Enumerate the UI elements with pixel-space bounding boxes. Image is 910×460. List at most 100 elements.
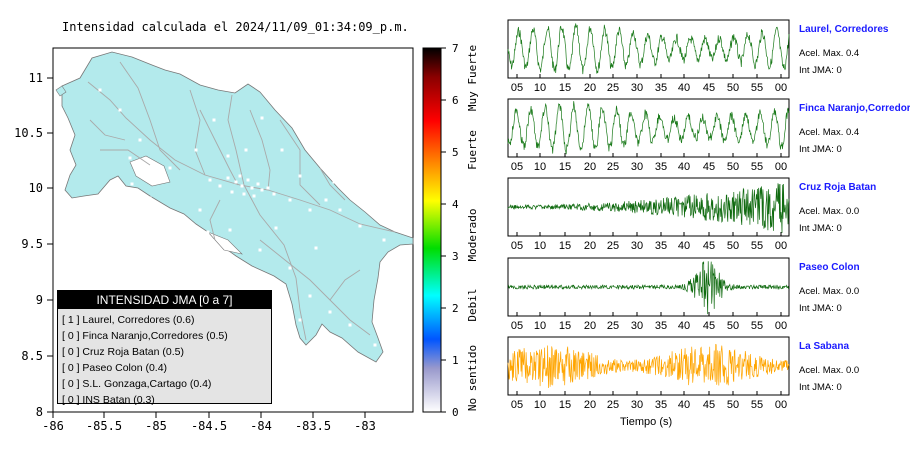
map-title: Intensidad calculada el 2024/11/09_01:34… (62, 20, 409, 34)
map-y-tick-label: 10.5 (14, 126, 43, 140)
waveform-x-tick-label: 30 (631, 82, 643, 94)
city-marker (208, 178, 212, 182)
waveform-x-tick-label: 40 (678, 399, 690, 411)
scale-tick-label: 2 (452, 302, 459, 315)
city-marker (258, 248, 262, 252)
city-marker (226, 176, 230, 180)
city-marker (266, 186, 270, 190)
waveform-x-tick-label: 45 (703, 82, 715, 94)
waveform-x-tick-label: 40 (678, 320, 690, 332)
waveform-x-tick-label: 00 (775, 320, 787, 332)
waveform-x-tick-label: 25 (607, 399, 619, 411)
scale-tick-label: 4 (452, 198, 459, 211)
legend-row: [ 0 ] Cruz Roja Batan (0.5) (62, 346, 184, 358)
waveform-x-tick-label: 10 (534, 320, 546, 332)
waveform-x-tick-label: 20 (584, 82, 596, 94)
waveform-x-tick-label: 15 (559, 240, 571, 252)
waveform-x-tick-label: 15 (559, 399, 571, 411)
city-marker (242, 192, 246, 196)
waveform-x-tick-label: 15 (559, 161, 571, 173)
waveform-x-tick-label: 25 (607, 161, 619, 173)
city-marker (246, 178, 250, 182)
scale-category-label: Muy Fuerte (466, 45, 479, 111)
waveform-x-tick-label: 45 (703, 161, 715, 173)
city-marker (298, 174, 302, 178)
scale-tick-label: 6 (452, 94, 459, 107)
waveform-x-tick-label: 30 (631, 240, 643, 252)
city-marker (280, 148, 284, 152)
city-marker (250, 186, 254, 190)
waveform-x-tick-label: 55 (751, 82, 763, 94)
city-marker (244, 148, 248, 152)
waveform-x-tick-label: 20 (584, 240, 596, 252)
station-jma: Int JMA: 0 (799, 144, 842, 155)
waveform-x-tick-label: 45 (703, 320, 715, 332)
waveform-x-tick-label: 45 (703, 240, 715, 252)
city-marker (252, 194, 256, 198)
city-marker (324, 198, 328, 202)
waveform-x-tick-label: 40 (678, 82, 690, 94)
map-x-tick-label: -83.5 (295, 419, 331, 433)
waveform-x-tick-label: 05 (511, 82, 523, 94)
waveform-x-tick-label: 35 (655, 320, 667, 332)
waveform-trace (507, 183, 790, 234)
map-y-tick-label: 9 (36, 293, 43, 307)
waveform-x-tick-label: 40 (678, 161, 690, 173)
waveform-x-tick-label: 15 (559, 320, 571, 332)
city-marker (328, 310, 332, 314)
city-marker (288, 198, 292, 202)
scale-category-label: Moderado (466, 209, 479, 262)
waveform-x-tick-label: 35 (655, 399, 667, 411)
waveform-frame (507, 19, 790, 79)
station-accel: Acel. Max. 0.0 (799, 365, 860, 376)
map-y-tick-label: 8.5 (21, 349, 43, 363)
time-axis-label: Tiempo (s) (620, 416, 673, 428)
city-marker (98, 88, 102, 92)
city-marker (212, 118, 216, 122)
map-x-tick-label: -86 (42, 419, 64, 433)
waveform-x-tick-label: 05 (511, 399, 523, 411)
city-marker (308, 294, 312, 298)
waveform-x-tick-label: 45 (703, 399, 715, 411)
city-marker (234, 180, 238, 184)
map-x-tick-label: -85.5 (86, 419, 122, 433)
waveform-x-tick-label: 05 (511, 240, 523, 252)
waveform-x-tick-label: 50 (727, 82, 739, 94)
station-accel: Acel. Max. 0.0 (799, 206, 860, 217)
waveform-x-tick-label: 50 (727, 161, 739, 173)
waveform-x-tick-label: 55 (751, 161, 763, 173)
waveform-x-tick-label: 00 (775, 82, 787, 94)
waveform-x-tick-label: 55 (751, 240, 763, 252)
map-y-tick-label: 10 (29, 181, 43, 195)
legend-row: [ 0 ] S.L. Gonzaga,Cartago (0.4) (62, 378, 212, 390)
waveform-frame (507, 98, 790, 158)
city-marker (148, 196, 152, 200)
waveform-x-tick-label: 15 (559, 82, 571, 94)
waveform-x-tick-label: 10 (534, 82, 546, 94)
waveform-trace (507, 23, 790, 75)
waveform-x-tick-label: 50 (727, 399, 739, 411)
city-marker (348, 323, 352, 327)
city-marker (206, 230, 210, 234)
station-jma: Int JMA: 0 (799, 382, 842, 393)
road-network (87, 61, 396, 341)
waveform-x-tick-label: 35 (655, 161, 667, 173)
waveform-x-tick-label: 55 (751, 320, 763, 332)
waveform-frame (507, 336, 790, 396)
waveform-x-tick-label: 35 (655, 82, 667, 94)
waveform-x-tick-label: 40 (678, 240, 690, 252)
station-name: Finca Naranjo,Corredor (799, 103, 910, 114)
city-marker (272, 192, 276, 196)
waveform-x-tick-label: 00 (775, 399, 787, 411)
station-name: La Sabana (799, 341, 850, 352)
city-marker (228, 228, 232, 232)
city-marker (118, 108, 122, 112)
map-x-tick-label: -84 (250, 419, 272, 433)
station-name: Paseo Colon (799, 262, 860, 273)
waveform-x-tick-label: 20 (584, 161, 596, 173)
waveform-x-tick-label: 30 (631, 320, 643, 332)
legend-row: [ 0 ] Paseo Colon (0.4) (62, 362, 168, 374)
waveform-x-tick-label: 10 (534, 240, 546, 252)
station-jma: Int JMA: 0 (799, 65, 842, 76)
